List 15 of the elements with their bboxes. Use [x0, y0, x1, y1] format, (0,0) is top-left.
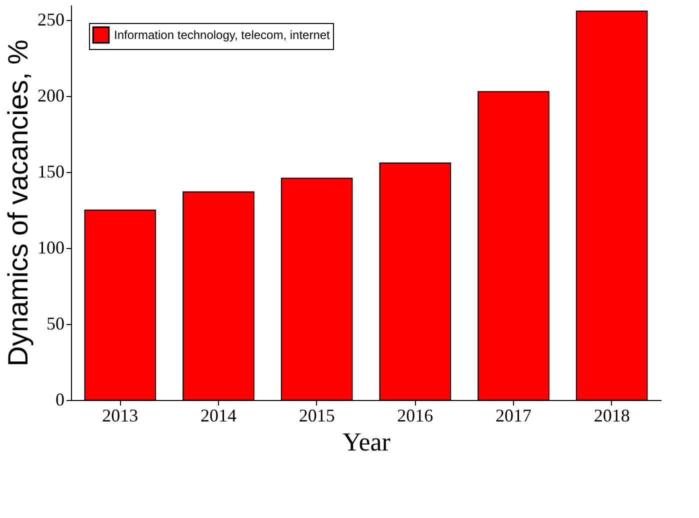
legend-label: Information technology, telecom, internet	[114, 28, 331, 42]
y-tick-label: 100	[38, 238, 64, 258]
x-tick-label: 2013	[102, 406, 138, 426]
x-tick-label: 2018	[594, 406, 630, 426]
x-tick-label: 2015	[298, 406, 335, 426]
x-axis-title: Year	[342, 428, 391, 456]
y-axis-title: Dynamics of vacancies, %	[2, 40, 34, 366]
y-tick-label: 150	[38, 162, 64, 182]
x-tick-label: 2017	[496, 406, 532, 426]
y-tick-label: 50	[46, 314, 64, 334]
y-tick-label: 0	[56, 390, 64, 410]
x-tick-label: 2014	[200, 406, 236, 426]
y-tick-label: 200	[38, 86, 64, 106]
x-tick-label: 2016	[397, 406, 434, 426]
y-tick-label: 250	[38, 10, 64, 30]
